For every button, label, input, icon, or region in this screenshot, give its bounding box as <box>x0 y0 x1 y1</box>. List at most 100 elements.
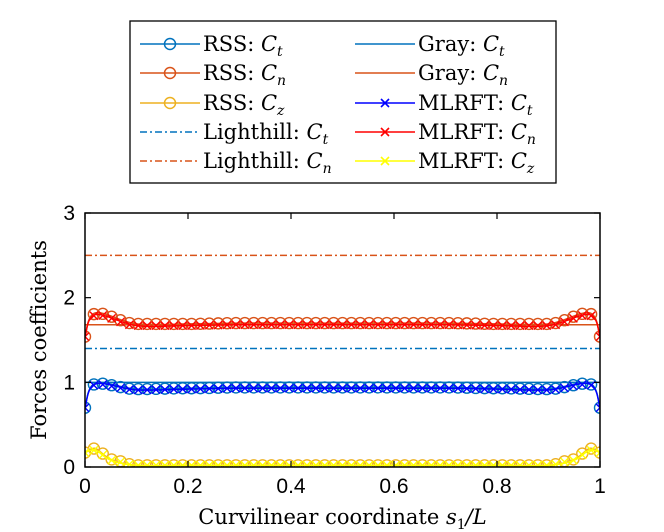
data-point-mlrft-cn <box>284 320 294 330</box>
data-point-mlrft-cz <box>391 460 401 467</box>
data-point-mlrft-cz <box>249 460 259 467</box>
data-point-rss-cn <box>238 316 252 330</box>
data-point-mlrft-cz <box>435 460 445 467</box>
data-point-mlrft-ct <box>391 383 401 393</box>
legend-label: Lighthill: Cn <box>203 149 332 177</box>
data-point-mlrft-ct <box>187 384 197 394</box>
legend-swatch-marker <box>380 98 390 108</box>
data-point-rss-ct <box>513 382 527 395</box>
data-point-mlrft-ct <box>586 380 596 390</box>
data-point-mlrft-cn <box>240 320 250 330</box>
data-point-rss-cn <box>149 317 163 331</box>
data-point-mlrft-cz <box>98 450 108 460</box>
y-axis-label: Forces coefficients <box>27 240 51 440</box>
data-point-mlrft-ct <box>249 383 259 393</box>
data-point-rss-ct <box>167 382 180 395</box>
data-point-mlrft-cn <box>391 320 401 330</box>
data-point-mlrft-cz <box>151 460 161 467</box>
data-point-mlrft-ct <box>595 403 600 413</box>
legend-label: MLRFT: Cn <box>418 120 536 148</box>
data-point-mlrft-ct <box>107 381 117 391</box>
data-point-mlrft-cn <box>355 320 365 330</box>
data-point-mlrft-cn <box>409 320 419 330</box>
data-point-mlrft-ct <box>151 385 161 395</box>
data-point-mlrft-cz <box>497 460 507 467</box>
legend-box <box>129 20 557 184</box>
data-point-mlrft-cz <box>320 460 330 467</box>
data-point-mlrft-cz <box>311 460 321 467</box>
data-point-mlrft-cz <box>515 460 525 467</box>
data-point-mlrft-cn <box>559 317 569 327</box>
data-point-mlrft-cz <box>488 460 498 467</box>
data-point-mlrft-ct <box>462 384 472 394</box>
data-point-mlrft-ct <box>577 380 587 390</box>
data-point-mlrft-ct <box>222 383 232 393</box>
data-point-mlrft-ct <box>551 384 561 394</box>
data-point-rss-ct <box>291 381 305 394</box>
data-point-mlrft-ct <box>275 383 285 393</box>
data-point-rss-ct <box>256 381 269 394</box>
data-point-mlrft-cn <box>444 320 454 330</box>
data-point-rss-cn <box>85 330 92 343</box>
data-point-rss-ct <box>149 382 163 396</box>
data-point-mlrft-cn <box>586 311 596 321</box>
x-axis-label: Curvilinear coordinate s1/L <box>198 505 486 532</box>
data-point-mlrft-cz <box>204 460 214 467</box>
data-point-mlrft-cn <box>338 320 347 330</box>
data-point-rss-ct <box>229 381 243 394</box>
legend-label: MLRFT: Cz <box>418 149 535 177</box>
data-point-rss-ct <box>425 381 438 394</box>
data-point-mlrft-cn <box>293 320 303 330</box>
data-point-mlrft-cn <box>551 320 561 330</box>
data-point-rss-cn <box>345 316 358 330</box>
y-tick-label: 1 <box>63 371 75 394</box>
data-point-rss-ct <box>318 381 331 394</box>
data-point-mlrft-cn <box>169 321 179 331</box>
x-tick-label: 1 <box>594 475 606 498</box>
data-point-mlrft-ct <box>195 384 205 394</box>
data-point-mlrft-cz <box>169 460 179 467</box>
data-point-mlrft-ct <box>480 384 490 394</box>
data-point-mlrft-cz <box>542 460 552 467</box>
data-point-rss-cn <box>380 316 394 330</box>
data-point-mlrft-cn <box>346 320 356 330</box>
data-point-rss-cn <box>505 317 518 331</box>
data-point-mlrft-cn <box>133 321 143 331</box>
data-point-rss-ct <box>309 381 323 394</box>
data-point-rss-cn <box>442 316 456 330</box>
data-point-rss-ct <box>531 382 545 396</box>
data-point-rss-cn <box>318 316 331 330</box>
data-point-mlrft-ct <box>426 383 436 393</box>
data-point-rss-ct <box>265 381 278 394</box>
legend-label: RSS: Ct <box>203 32 283 60</box>
axes: 0 0.2 0.4 0.6 0.8 1 0 1 2 3 Curvilinear coordinate… <box>27 202 606 532</box>
data-point-mlrft-ct <box>293 383 303 393</box>
data-point-mlrft-cn <box>364 320 374 330</box>
data-point-mlrft-cn <box>98 311 108 321</box>
data-point-mlrft-cz <box>178 460 188 467</box>
data-point-rss-cn <box>167 317 180 331</box>
data-point-rss-cn <box>220 316 234 330</box>
data-point-rss-cn <box>513 317 527 331</box>
data-point-rss-ct <box>140 382 154 396</box>
data-point-mlrft-cz <box>417 460 427 467</box>
data-point-rss-cn <box>389 316 402 330</box>
data-point-rss-ct <box>114 380 127 394</box>
legend-label: MLRFT: Ct <box>418 91 533 119</box>
data-point-mlrft-cz <box>329 460 339 467</box>
data-point-rss-cn <box>469 317 482 330</box>
series-mlrft-ct <box>85 380 600 413</box>
legend-entry-gray-cn: Gray: Cn <box>355 61 508 89</box>
legend-swatch-marker <box>380 127 390 137</box>
data-point-mlrft-cn <box>116 317 126 327</box>
data-point-mlrft-cn <box>213 320 223 330</box>
data-point-mlrft-cz <box>266 460 276 467</box>
data-point-rss-cn <box>114 314 127 327</box>
data-point-mlrft-cz <box>524 460 534 467</box>
data-point-rss-ct <box>283 381 296 394</box>
data-point-mlrft-cz <box>586 445 596 455</box>
data-point-mlrft-cn <box>471 320 481 330</box>
data-point-rss-ct <box>451 381 465 394</box>
data-point-rss-ct <box>558 380 571 394</box>
data-point-mlrft-cn <box>85 332 90 342</box>
